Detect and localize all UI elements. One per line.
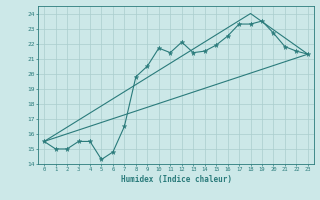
- X-axis label: Humidex (Indice chaleur): Humidex (Indice chaleur): [121, 175, 231, 184]
